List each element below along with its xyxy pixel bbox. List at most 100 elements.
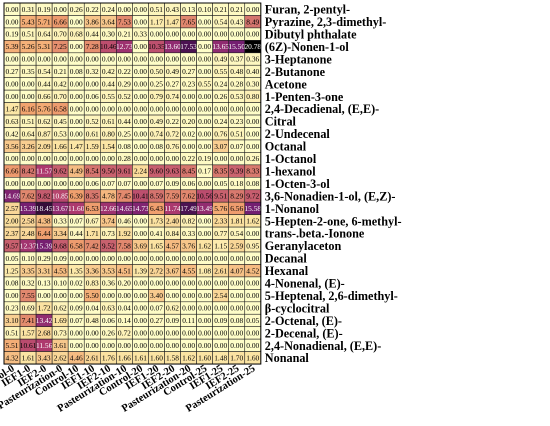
cell-value-label: 14.65 [116,204,133,213]
cell-value-label: 0.00 [102,154,115,163]
cell-value-label: 0.62 [38,117,51,126]
column-labels: Control-0IEF1-0IEF2-0Pasteurization-0Con… [0,363,257,414]
cell-value-label: 8.49 [246,17,259,26]
cell-value-label: 3.74 [102,216,115,225]
cell-value-label: 12.73 [116,42,133,51]
cell-value-label: 0.64 [38,30,51,39]
cell-value-label: 0.00 [38,154,51,163]
cell-value-label: 2.62 [54,353,67,362]
row-label: 5-Hepten-2-one, 6-methyl- [265,214,402,228]
cell-value-label: 0.79 [150,92,163,101]
cell-value-label: 1.60 [150,353,163,362]
cell-value-label: 4.55 [182,266,195,275]
cell-value-label: 13.65 [212,42,229,51]
cell-value-label: 0.00 [182,341,195,350]
cell-value-label: 0.00 [134,329,147,338]
cell-value-label: 0.36 [246,55,259,64]
cell-value-label: 0.95 [246,241,259,250]
cell-value-label: 8.54 [86,167,99,176]
cell-value-label: 0.00 [134,316,147,325]
cell-value-label: 0.00 [198,104,211,113]
cell-value-label: 0.00 [246,341,259,350]
cell-value-label: 12.37 [20,241,37,250]
cell-value-label: 0.00 [198,142,211,151]
cell-value-label: 0.00 [198,17,211,26]
cell-value-label: 0.00 [70,129,83,138]
cell-value-label: 2.09 [38,142,51,151]
cell-value-label: 0.06 [86,179,99,188]
cell-value-label: 3.61 [54,341,67,350]
cell-value-label: 0.63 [102,304,115,313]
cell-value-label: 0.51 [22,117,35,126]
row-label: 4-Nonenal, (E)- [265,277,345,291]
cell-value-label: 0.00 [134,42,147,51]
cell-value-label: 0.44 [70,229,83,238]
cell-value-label: 0.00 [166,30,179,39]
cell-value-label: 9.52 [102,241,115,250]
cell-value-label: 0.09 [214,316,227,325]
cell-value-label: 0.00 [198,254,211,263]
cell-value-label: 3.26 [22,142,35,151]
cell-value-label: 0.00 [150,104,163,113]
cell-value-label: 0.80 [102,129,115,138]
cell-value-label: 3.07 [214,142,227,151]
cell-value-label: 0.00 [246,229,259,238]
cell-value-label: 1.15 [214,241,227,250]
cell-value-label: 5.43 [22,17,35,26]
row-label: 1-Penten-3-one [265,90,344,104]
cell-value-label: 0.00 [54,55,67,64]
cell-value-label: 0.00 [198,129,211,138]
cell-value-label: 2.37 [6,229,19,238]
cell-value-label: 0.00 [230,154,243,163]
row-label: 3,6-Nonadien-1-ol, (E,Z)- [265,189,396,203]
cell-value-label: 0.00 [166,279,179,288]
cell-value-label: 6.66 [54,17,67,26]
cell-value-label: 9.57 [6,241,19,250]
cell-value-label: 0.00 [166,55,179,64]
cell-value-label: 0.06 [182,179,195,188]
cell-value-label: 9.50 [102,167,115,176]
cell-value-label: 0.07 [150,179,163,188]
cell-value-label: 0.37 [230,55,243,64]
cell-value-label: 0.00 [150,279,163,288]
cell-value-label: 0.77 [214,229,227,238]
cell-value-label: 0.00 [6,80,19,89]
cell-value-label: 0.08 [246,179,259,188]
cell-value-label: 0.00 [246,5,259,14]
cell-value-label: 0.22 [166,117,179,126]
cell-value-label: 0.24 [214,117,227,126]
cell-value-label: 0.10 [198,5,211,14]
cell-value-label: 0.00 [70,42,83,51]
row-label: 2,4-Nonadienal, (E,E)- [265,339,381,353]
cell-value-label: 13.60 [164,42,181,51]
cell-value-label: 0.00 [86,341,99,350]
cell-value-label: 0.00 [198,92,211,101]
cell-value-label: 4.52 [246,266,259,275]
row-label: β-cyclocitral [265,301,330,315]
cell-value-label: 3.56 [6,142,19,151]
cell-value-label: 0.00 [70,154,83,163]
cell-value-label: 0.22 [182,154,195,163]
cell-value-label: 0.76 [214,129,227,138]
cell-value-label: 14.73 [132,204,149,213]
cell-value-label: 4.38 [38,216,51,225]
cell-value-label: 0.53 [54,129,67,138]
cell-value-label: 0.00 [150,341,163,350]
cell-value-label: 0.00 [230,329,243,338]
cell-value-label: 0.21 [214,5,227,14]
cell-value-label: 0.00 [166,329,179,338]
cell-value-label: 0.00 [86,104,99,113]
cell-value-label: 0.00 [198,30,211,39]
cell-value-label: 7.58 [118,241,131,250]
cell-value-label: 0.24 [214,80,227,89]
cell-value-label: 0.46 [118,216,131,225]
cell-value-label: 3.40 [150,291,163,300]
cell-value-label: 0.82 [182,216,195,225]
cell-value-label: 1.76 [102,353,115,362]
cell-value-label: 0.00 [118,104,131,113]
cell-value-label: 1.70 [230,353,243,362]
cell-value-label: 0.27 [6,67,19,76]
cell-value-label: 0.00 [70,291,83,300]
cell-value-label: 0.06 [86,92,99,101]
cell-value-label: 0.25 [118,129,131,138]
